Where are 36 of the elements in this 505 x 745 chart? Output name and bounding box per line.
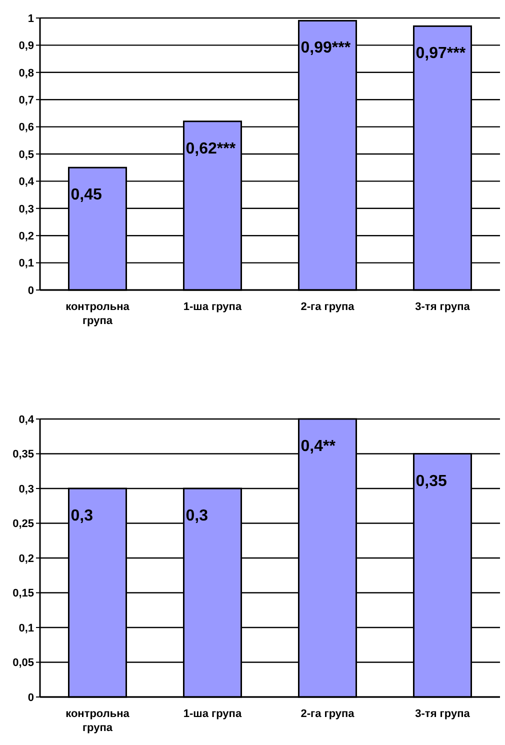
y-tick-label: 0,9: [18, 40, 34, 52]
y-tick-label: 0,4: [18, 176, 35, 188]
y-tick-label: 0: [28, 692, 34, 704]
x-tick-label: 3-тя група: [415, 708, 471, 720]
y-tick-label: 0,6: [18, 122, 34, 134]
data-label: 0,97***: [416, 45, 466, 62]
y-tick-label: 0,7: [18, 94, 34, 106]
x-tick-label: 1-ша група: [183, 301, 242, 313]
y-tick-label: 0,8: [18, 67, 34, 80]
data-label: 0,4**: [300, 438, 336, 455]
data-label: 0,99***: [300, 40, 352, 57]
x-tick-label: контрольна група: [66, 301, 130, 327]
y-tick-label: 0,15: [12, 588, 34, 600]
y-tick-label: 0,2: [18, 552, 34, 565]
y-tick-label: 0,05: [12, 657, 34, 670]
data-label: 0,3: [186, 508, 208, 524]
x-tick-label: 2-га група: [300, 301, 356, 313]
y-tick-label: 0,1: [18, 258, 34, 270]
y-tick-label: 0,3: [18, 483, 34, 496]
y-tick-label: 0,5: [18, 148, 34, 161]
y-tick-label: 0,1: [18, 622, 34, 634]
y-tick-label: 0,35: [12, 448, 34, 461]
data-label: 0,45: [70, 186, 102, 204]
y-tick-label: 1: [28, 12, 34, 25]
y-tick-label: 0,4: [18, 414, 35, 426]
x-tick-label: 2-га група: [300, 708, 356, 720]
y-tick-label: 0,3: [18, 203, 34, 216]
x-tick-label: 1-ша група: [183, 708, 242, 720]
data-label: 0,62***: [186, 140, 236, 158]
data-label: 0,35: [416, 472, 447, 490]
y-tick-label: 0,25: [12, 518, 34, 530]
x-tick-label: контрольна група: [66, 708, 130, 734]
y-tick-label: 0: [28, 284, 34, 297]
y-tick-label: 0,2: [18, 230, 34, 242]
x-tick-label: 3-тя група: [415, 301, 471, 313]
data-label: 0,3: [70, 508, 94, 524]
